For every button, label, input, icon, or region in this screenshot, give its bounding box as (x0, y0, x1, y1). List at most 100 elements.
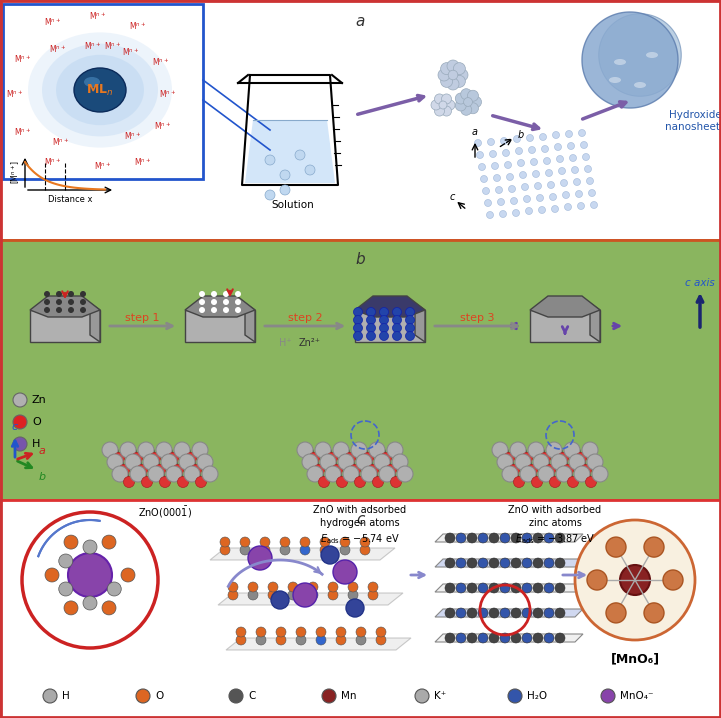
Circle shape (392, 332, 402, 340)
Circle shape (478, 533, 488, 543)
Text: Hydroxide
nanosheets: Hydroxide nanosheets (665, 110, 721, 131)
Circle shape (248, 546, 272, 570)
Circle shape (154, 465, 166, 475)
Circle shape (557, 452, 568, 464)
Circle shape (438, 69, 450, 81)
Circle shape (211, 291, 217, 297)
Circle shape (554, 144, 562, 151)
Circle shape (565, 203, 572, 210)
Circle shape (606, 603, 626, 623)
Circle shape (68, 299, 74, 305)
Text: ZnO(000$\bar{1}$): ZnO(000$\bar{1}$) (138, 505, 192, 520)
Circle shape (13, 415, 27, 429)
Circle shape (479, 164, 485, 170)
Circle shape (505, 162, 511, 169)
Circle shape (379, 315, 389, 325)
Circle shape (321, 546, 339, 564)
Circle shape (544, 465, 555, 475)
Circle shape (102, 535, 116, 549)
Circle shape (474, 139, 482, 146)
Circle shape (381, 452, 392, 464)
Circle shape (80, 299, 86, 305)
Circle shape (544, 533, 554, 543)
Circle shape (288, 582, 298, 592)
Text: M$^{n+}$: M$^{n+}$ (45, 16, 61, 28)
Circle shape (549, 477, 560, 488)
Circle shape (580, 465, 591, 475)
Circle shape (663, 570, 683, 590)
Circle shape (58, 554, 73, 568)
Circle shape (379, 307, 389, 317)
Bar (3, 4, 203, 179)
Circle shape (492, 442, 508, 458)
Circle shape (202, 466, 218, 482)
Text: O: O (155, 691, 163, 701)
Circle shape (522, 608, 532, 618)
Circle shape (260, 537, 270, 547)
Circle shape (518, 159, 524, 167)
Circle shape (575, 452, 586, 464)
Circle shape (528, 442, 544, 458)
Polygon shape (355, 310, 425, 342)
Circle shape (300, 537, 310, 547)
Circle shape (620, 565, 650, 595)
Circle shape (379, 324, 389, 332)
Circle shape (391, 477, 402, 488)
Text: M$^{n+}$: M$^{n+}$ (14, 126, 32, 138)
Circle shape (454, 62, 465, 75)
Circle shape (487, 212, 493, 218)
Circle shape (353, 324, 363, 332)
Circle shape (360, 545, 370, 555)
Circle shape (276, 635, 286, 645)
Circle shape (493, 174, 500, 182)
Circle shape (544, 558, 554, 568)
Circle shape (500, 583, 510, 593)
Circle shape (220, 545, 230, 555)
Circle shape (544, 157, 551, 164)
Circle shape (368, 465, 379, 475)
Circle shape (345, 452, 355, 464)
Circle shape (319, 477, 329, 488)
Circle shape (314, 465, 324, 475)
Circle shape (44, 291, 50, 297)
Polygon shape (435, 634, 583, 642)
Circle shape (555, 608, 565, 618)
Circle shape (445, 533, 455, 543)
Circle shape (190, 465, 201, 475)
Circle shape (197, 454, 213, 470)
Circle shape (350, 465, 360, 475)
Circle shape (503, 149, 510, 157)
Polygon shape (435, 584, 583, 592)
Bar (0, 500, 721, 718)
Circle shape (445, 608, 455, 618)
Circle shape (125, 454, 141, 470)
Circle shape (379, 466, 395, 482)
Circle shape (276, 627, 286, 637)
Circle shape (315, 442, 331, 458)
Circle shape (199, 299, 205, 305)
Circle shape (343, 466, 359, 482)
Circle shape (376, 635, 386, 645)
Text: ZnO with adsorbed
hydrogen atoms
$E_\mathrm{ads}$ = −5.74 eV: ZnO with adsorbed hydrogen atoms $E_\mat… (314, 505, 407, 546)
Circle shape (439, 101, 447, 109)
Circle shape (296, 635, 306, 645)
Circle shape (485, 200, 492, 207)
Circle shape (585, 166, 591, 172)
Text: M$^{n+}$: M$^{n+}$ (123, 46, 140, 58)
Circle shape (492, 162, 498, 169)
Circle shape (497, 454, 513, 470)
Circle shape (271, 591, 289, 609)
Circle shape (526, 208, 533, 215)
Circle shape (533, 558, 543, 568)
Circle shape (248, 582, 258, 592)
Circle shape (293, 583, 317, 607)
Circle shape (552, 205, 559, 213)
Circle shape (447, 78, 459, 90)
Circle shape (366, 332, 376, 340)
Circle shape (43, 689, 57, 703)
Circle shape (211, 307, 217, 313)
Circle shape (256, 635, 266, 645)
Circle shape (500, 138, 508, 144)
Circle shape (308, 590, 318, 600)
Circle shape (508, 185, 516, 192)
